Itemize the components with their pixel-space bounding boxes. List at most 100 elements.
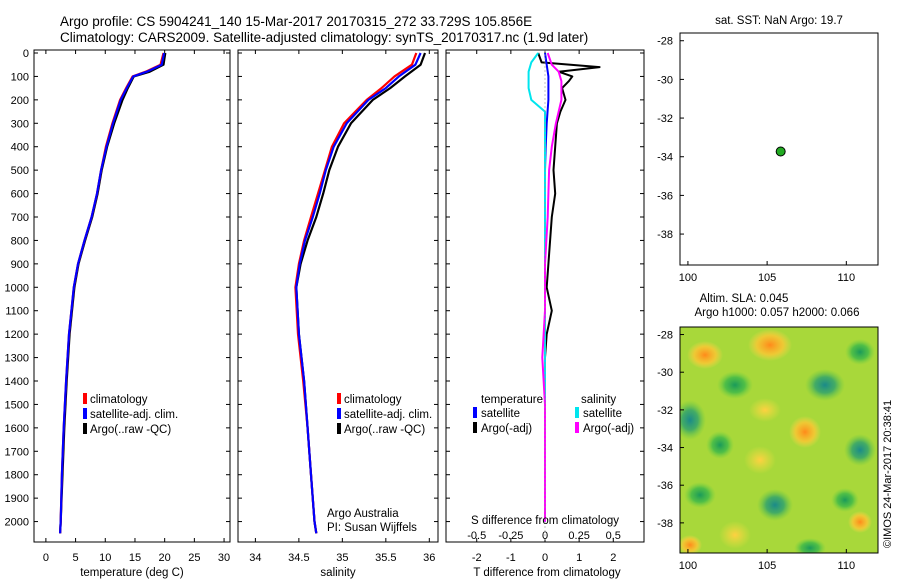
s-difference-tick-label: -0.5	[467, 530, 486, 542]
map-x-tick-label: 105	[758, 560, 776, 572]
map-y-tick-label: -32	[657, 405, 673, 417]
depth-tick-label: 1900	[5, 493, 29, 505]
sla-blob	[719, 521, 751, 549]
map-x-tick-label: 110	[838, 560, 856, 572]
figure-title-line1: Argo profile: CS 5904241_140 15-Mar-2017…	[60, 14, 532, 29]
depth-tick-label: 500	[11, 165, 29, 177]
sla-heatmap	[680, 327, 878, 553]
legend-swatch-sal-satellite	[575, 407, 579, 418]
s-difference-ticks: -0.5 -0.25 0 0.25 0.5	[467, 530, 621, 542]
argo-location-marker	[775, 146, 786, 157]
depth-tick-label: 800	[11, 235, 29, 247]
depth-tick-label: 2000	[5, 517, 29, 529]
x-tick-label: 10	[99, 552, 111, 564]
depth-tick-label: 1200	[5, 329, 29, 341]
figure-title-line2: Climatology: CARS2009. Satellite-adjuste…	[60, 30, 588, 45]
sla-title-line1: Altim. SLA: 0.045	[700, 293, 789, 305]
legend-swatch-argo	[83, 423, 87, 434]
legend-label-climatology: climatology	[90, 394, 148, 406]
sla-blob	[794, 538, 826, 553]
series-line	[59, 52, 166, 534]
sla-blob	[748, 329, 792, 361]
profile-lines	[59, 50, 601, 542]
sla-blob	[845, 339, 875, 365]
legend-label-sal-satellite: satellite	[583, 408, 622, 420]
map-y-tick-label: -34	[657, 443, 673, 455]
x-tick-label: 1	[576, 552, 582, 564]
series-line	[295, 52, 422, 534]
sla-blob	[706, 431, 734, 459]
depth-tick-label: 1100	[5, 306, 29, 318]
map-x-tick-label: 105	[758, 272, 776, 284]
x-tick-label: 30	[218, 552, 230, 564]
legend-swatch-sal-argo	[575, 422, 579, 433]
map-y-tick-label: -36	[657, 480, 673, 492]
sla-blob	[789, 416, 821, 448]
x-tick-label: -1	[506, 552, 516, 564]
sla-blob	[844, 434, 876, 466]
sla-blob	[687, 341, 723, 369]
x-tick-label: -2	[472, 552, 482, 564]
s-difference-tick-label: 0	[542, 530, 548, 542]
sst-map-title: sat. SST: NaN Argo: 19.7	[715, 15, 843, 27]
x-tick-label: 15	[129, 552, 141, 564]
map-x-tick-label: 100	[679, 272, 697, 284]
s-difference-tick-label: 0.5	[606, 530, 621, 542]
sst-map: 100 105 110 -28 -30 -32 -34 -36 -38	[657, 36, 855, 284]
legend-label-argo: Argo(..raw -QC)	[90, 424, 171, 436]
s-difference-tick-label: -0.25	[498, 530, 523, 542]
legend-label-temp-argo: Argo(-adj)	[481, 423, 532, 435]
legend-swatch-climatology	[83, 393, 87, 404]
depth-tick-label: 300	[11, 118, 29, 130]
temperature-legend: climatology satellite-adj. clim. Argo(..…	[83, 393, 178, 436]
legend-swatch-temp-argo	[473, 422, 477, 433]
legend-swatch-argo	[337, 423, 341, 434]
depth-tick-label: 700	[11, 212, 29, 224]
sla-map-axes: 100 105 110 -28 -30 -32 -34 -36 -38	[657, 330, 855, 572]
sla-map-frame	[679, 326, 879, 554]
depth-tick-label: 600	[11, 189, 29, 201]
depth-tick-label: 1800	[5, 470, 29, 482]
map-y-tick-label: -34	[657, 152, 673, 164]
salinity-legend: climatology satellite-adj. clim. Argo(..…	[327, 393, 432, 534]
sla-blob	[680, 400, 706, 440]
imos-stamp: ©IMOS 24-Mar-2017 20:38:41	[882, 400, 894, 548]
salinity-panel-frame	[237, 49, 439, 543]
map-y-tick-label: -36	[657, 190, 673, 202]
difference-legend: temperature salinity satellite Argo(-adj…	[473, 394, 634, 435]
legend-swatch-climatology	[337, 393, 341, 404]
depth-axis: 0 100 200 300 400 500 600 700 800 900 1000 1100 1200…	[5, 48, 644, 529]
map-y-tick-label: -30	[657, 367, 673, 379]
legend-swatch-satellite	[83, 408, 87, 419]
map-x-tick-label: 110	[838, 272, 856, 284]
map-x-tick-label: 100	[679, 560, 697, 572]
sla-blob	[680, 535, 702, 553]
depth-tick-label: 1500	[5, 399, 29, 411]
sla-blob	[717, 371, 753, 399]
x-tick-label: 5	[73, 552, 79, 564]
sla-blob	[848, 511, 872, 533]
legend-swatch-satellite	[337, 408, 341, 419]
x-axes: 0 5 10 15 20 25 30 34 34.5 35 35.5 36 -2 -1 0 1 2	[43, 50, 616, 564]
map-y-tick-label: -30	[657, 74, 673, 86]
sla-blob	[831, 488, 859, 512]
x-tick-label: 20	[159, 552, 171, 564]
sst-map-frame	[679, 32, 879, 266]
argo-australia-label: Argo Australia	[327, 508, 399, 520]
depth-tick-label: 0	[23, 48, 29, 60]
legend-label-satellite: satellite-adj. clim.	[344, 409, 432, 421]
series-line	[541, 52, 563, 522]
x-tick-label: 2	[610, 552, 616, 564]
depth-tick-label: 200	[11, 95, 29, 107]
map-y-tick-label: -28	[657, 36, 673, 48]
depth-tick-label: 1700	[5, 446, 29, 458]
pi-label: PI: Susan Wijffels	[327, 522, 417, 534]
series-line	[527, 52, 546, 522]
s-difference-tick-label: 0.25	[568, 530, 589, 542]
legend-label-sal-argo: Argo(-adj)	[583, 423, 634, 435]
temperature-axis-label: temperature (deg C)	[80, 567, 184, 579]
legend-label-argo: Argo(..raw -QC)	[344, 424, 425, 436]
t-difference-axis-label: T difference from climatology	[473, 567, 620, 579]
sla-blob	[749, 398, 781, 422]
sla-blob	[744, 446, 776, 474]
